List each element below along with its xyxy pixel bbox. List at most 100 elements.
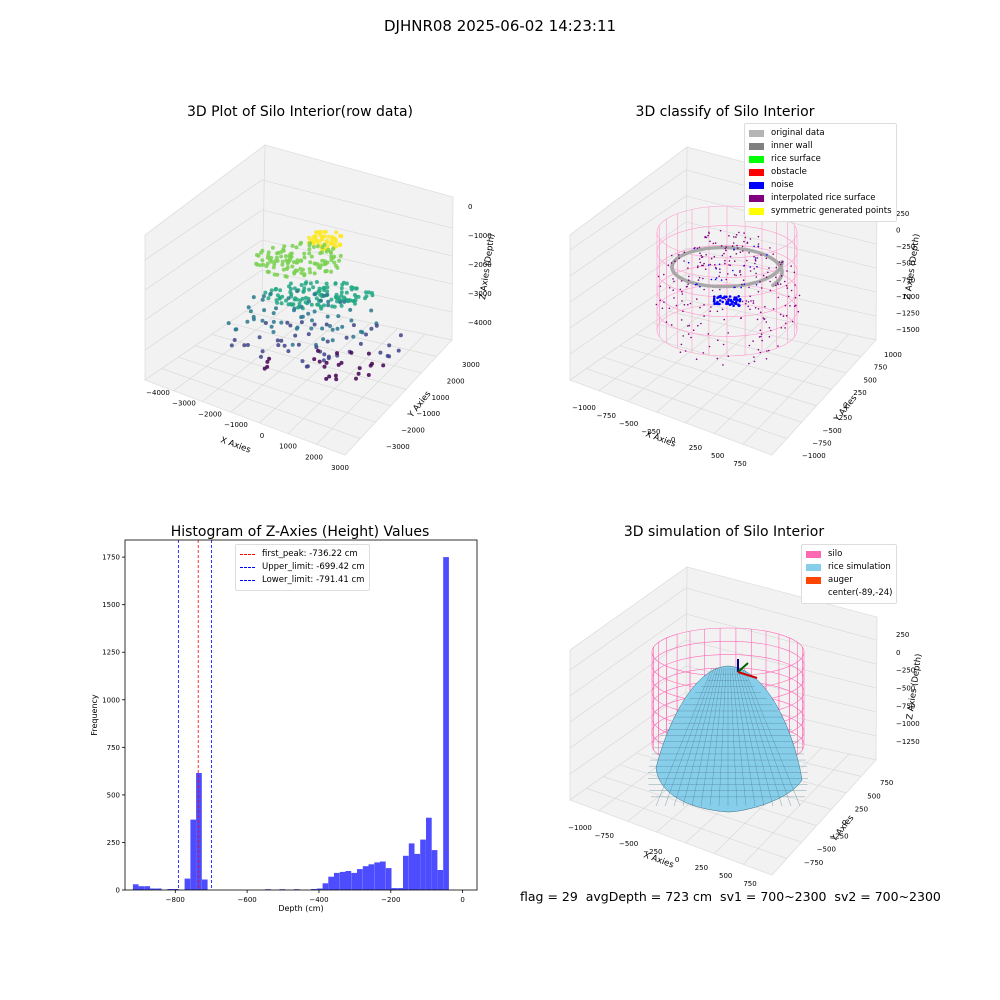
panel2-point [752, 249, 757, 254]
panel1-point [302, 273, 307, 278]
panel1-point [284, 298, 288, 303]
panel4-tick-label: −750 [595, 832, 614, 840]
panel2-point [763, 318, 765, 320]
panel2-point [768, 327, 771, 329]
panel2-point [701, 256, 704, 258]
panel1-point [324, 239, 329, 244]
panel2-point [678, 257, 680, 260]
panel1-point [288, 302, 293, 306]
panel2-point [679, 351, 682, 354]
panel1-point [242, 343, 247, 348]
panel1-point [272, 262, 277, 267]
panel2-point [743, 264, 746, 267]
panel1-point [299, 271, 304, 275]
panel1-point [309, 326, 314, 331]
panel1-zlabel: Z Axies (Depth) [478, 233, 497, 300]
panel1-point [315, 262, 320, 267]
panel1-point [286, 349, 291, 354]
panel2-point [708, 246, 712, 250]
panel1-point [322, 303, 326, 308]
panel2-point [727, 299, 730, 303]
panel1-point [282, 244, 287, 249]
panel1-point [356, 294, 361, 299]
panel1-point [351, 323, 356, 328]
mound-mesh-line [737, 667, 774, 807]
panel1-point [303, 295, 308, 300]
panel2-tick-label: −1250 [896, 309, 920, 317]
panel2-point [732, 298, 736, 301]
panel2-point [759, 281, 761, 283]
panel2-point [672, 289, 674, 292]
status-text: flag = 29 avgDepth = 723 cm sv1 = 700~23… [520, 889, 941, 904]
legend-label: rice simulation [828, 562, 891, 572]
panel2-point [754, 250, 759, 254]
panel2-point [748, 362, 750, 365]
panel4-tick-label: 0 [842, 819, 846, 827]
legend-label: inner wall [771, 141, 813, 151]
panel2-point [673, 258, 678, 262]
histogram-bar [293, 889, 300, 890]
panel1-tick-label: −1000 [224, 421, 248, 429]
mound-mesh-line [733, 667, 756, 807]
panel1-point [370, 293, 375, 298]
panel2-point [786, 270, 788, 272]
panel1-point [354, 294, 359, 299]
panel1-point [281, 247, 286, 252]
panel2-point [720, 245, 723, 247]
panel2-zlabel: Z Axies (Depth) [903, 233, 922, 300]
panel1-point [268, 292, 273, 297]
panel2-point [698, 282, 703, 287]
panel1-point [279, 301, 284, 306]
panel1-point [259, 354, 263, 359]
panel1-tick-label: −2000 [198, 410, 222, 418]
panel2-point [714, 242, 717, 244]
panel2-point [706, 284, 710, 288]
panel2-tick-label: 500 [711, 452, 724, 460]
panel2-point [683, 251, 686, 253]
mound-mesh-line [691, 667, 721, 807]
panel2-point [753, 360, 756, 363]
panel2-point [790, 265, 792, 267]
panel1-point [325, 238, 330, 243]
panel1-point [286, 296, 291, 301]
panel1-point [326, 303, 331, 308]
panel2-tick-label: 250 [896, 210, 909, 218]
panel2-point [778, 275, 783, 280]
panel1-point [324, 376, 329, 381]
panel1-point [260, 349, 265, 354]
panel1-point [337, 298, 342, 303]
panel2-point [756, 318, 759, 321]
panel1-point [340, 282, 345, 287]
panel2-point [723, 318, 725, 321]
panel1-point [285, 320, 290, 325]
panel2-point [779, 266, 784, 271]
panel1-point [331, 246, 336, 251]
histogram-bar [155, 888, 162, 890]
panel1-point [331, 242, 336, 247]
panel4-tick-label: −250 [829, 832, 848, 840]
panel1-point [336, 314, 341, 319]
panel2-point [765, 321, 768, 323]
panel2-point [672, 259, 677, 263]
panel2-point [689, 302, 692, 305]
panel2-point [737, 304, 741, 308]
panel1-gridlines [144, 179, 453, 445]
panel1-point [312, 271, 317, 276]
panel1-point [272, 272, 277, 277]
panel1-point [295, 268, 299, 273]
legend-entry: rice surface [749, 153, 892, 166]
panel1-point [293, 296, 298, 301]
panel4-tick-label: 750 [743, 880, 756, 888]
panel1-point [245, 319, 250, 324]
panel1-point [289, 292, 294, 297]
histogram-bar [144, 886, 151, 890]
histogram-bar [322, 883, 329, 890]
panel2-point [674, 260, 676, 263]
panel1-point [325, 314, 330, 319]
panel2-point [742, 250, 744, 252]
panel1-point [325, 292, 330, 297]
panel2-point [728, 264, 730, 266]
panel3-title: Histogram of Z-Axies (Height) Values [170, 524, 430, 540]
panel1-point [316, 302, 321, 307]
panel2-point [689, 250, 693, 254]
